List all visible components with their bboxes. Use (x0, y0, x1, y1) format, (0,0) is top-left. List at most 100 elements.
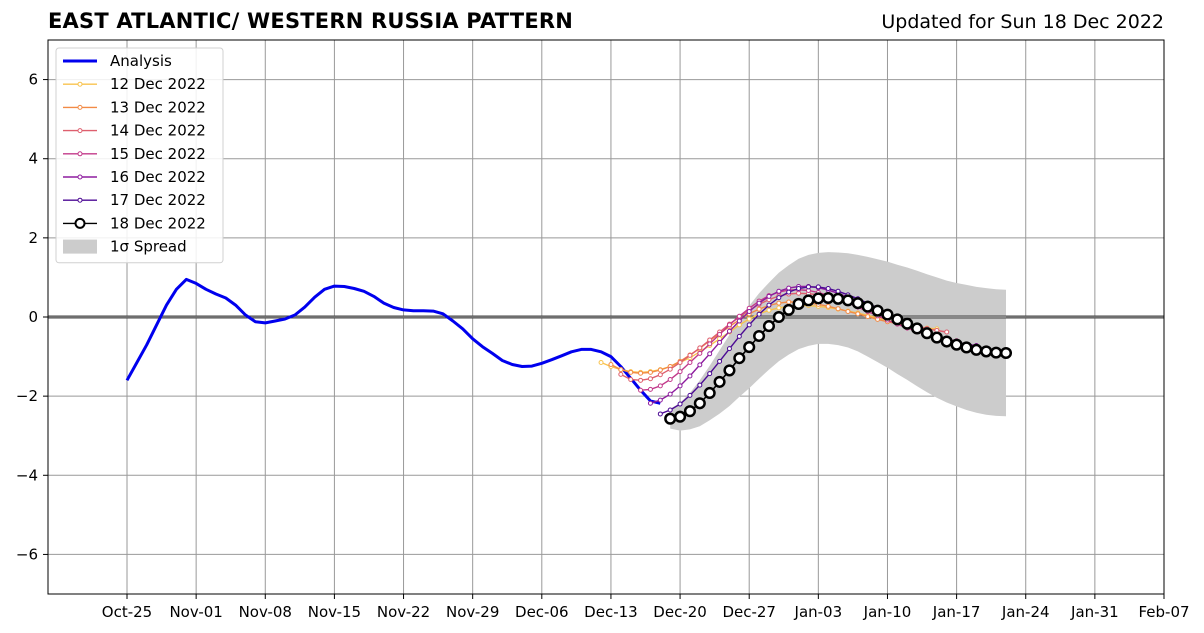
forecast-point (628, 377, 634, 383)
x-tick-label: Feb-07 (1138, 603, 1189, 621)
forecast-point (855, 311, 861, 317)
forecast-point (697, 345, 703, 351)
x-tick-label: Nov-15 (308, 603, 361, 621)
forecast-point (782, 303, 795, 316)
legend-entry: 1σ Spread (63, 238, 187, 256)
forecast-point (657, 383, 663, 389)
forecast-point (657, 411, 663, 417)
y-tick-label: −4 (16, 466, 38, 484)
forecast-point (756, 311, 762, 317)
legend-label: 17 Dec 2022 (110, 191, 206, 209)
legend-label: 14 Dec 2022 (110, 122, 206, 140)
forecast-point (812, 292, 825, 305)
forecast-point (638, 370, 644, 376)
forecast-point (944, 329, 950, 335)
forecast-point (717, 339, 723, 345)
forecast-point (753, 329, 766, 343)
forecast-point (772, 310, 785, 324)
legend-marker (77, 174, 83, 180)
forecast-point (756, 306, 762, 312)
x-tick-label: Oct-25 (102, 603, 152, 621)
legend-entry: 14 Dec 2022 (63, 122, 206, 140)
forecast-point (667, 366, 673, 372)
forecast-point (911, 322, 924, 335)
forecast-point (628, 369, 634, 375)
forecast-point (980, 345, 993, 358)
forecast-point (733, 352, 746, 365)
forecast-point (786, 285, 792, 291)
legend-label: 18 Dec 2022 (110, 214, 206, 232)
forecast-point (726, 346, 732, 352)
x-tick-label: Dec-06 (515, 603, 569, 621)
forecast-point (901, 317, 914, 330)
legend-swatch (63, 239, 97, 254)
forecast-point (683, 405, 696, 418)
forecast-point (825, 286, 831, 292)
forecast-point (743, 341, 756, 354)
forecast-point (960, 341, 973, 354)
forecast-point (930, 331, 943, 344)
forecast-point (746, 322, 752, 328)
forecast-point (687, 352, 693, 358)
forecast-point (667, 391, 673, 397)
forecast-point (990, 346, 1003, 359)
legend-entry: 12 Dec 2022 (63, 75, 206, 93)
x-tick-label: Nov-08 (239, 603, 292, 621)
forecast-point (677, 383, 683, 389)
forecast-point (647, 376, 653, 382)
forecast-point (822, 291, 835, 305)
forecast-point (647, 369, 653, 375)
legend-label: 16 Dec 2022 (110, 168, 206, 186)
analysis-line (125, 277, 661, 405)
forecast-point (776, 295, 782, 301)
x-tick-label: Jan-03 (794, 603, 843, 621)
forecast-point (677, 401, 683, 407)
forecast-point (687, 360, 693, 366)
forecast-point (697, 362, 703, 368)
axes: −6 −4 −2 0 2 4 6 Oct-25 Nov-01 Nov-08 Nov-15 Nov-22… (16, 39, 1190, 621)
forecast-point (638, 377, 644, 383)
chart-title: EAST ATLANTIC/ WESTERN RUSSIA PATTERN (48, 9, 574, 33)
zero-line-layer (48, 315, 1164, 319)
forecast-point (717, 358, 723, 364)
legend-entry: 16 Dec 2022 (63, 168, 206, 186)
forecast-point (638, 387, 644, 393)
forecast-point (608, 361, 614, 367)
legend-label: 15 Dec 2022 (110, 145, 206, 163)
forecast-point (835, 288, 841, 294)
forecast-point (881, 308, 894, 321)
forecast-point (845, 308, 851, 314)
forecast-point (664, 412, 677, 425)
forecast-point (687, 373, 693, 379)
forecast-point (786, 289, 792, 295)
x-tick-label: Nov-01 (169, 603, 222, 621)
legend-box (55, 47, 224, 264)
legend-label: Analysis (110, 52, 172, 70)
forecast-point (647, 386, 653, 392)
forecast-point (841, 294, 855, 307)
forecast-point (776, 288, 782, 294)
legend-marker (77, 81, 83, 87)
forecast-point (871, 304, 884, 317)
forecast-point (746, 308, 752, 314)
forecast-point (697, 350, 703, 356)
forecast-point (756, 300, 762, 306)
forecast-point (736, 313, 742, 319)
y-tick-label: −6 (16, 545, 38, 563)
forecast-point (950, 338, 963, 351)
forecast-point (796, 286, 802, 292)
x-tick-label: Jan-10 (863, 603, 912, 621)
forecast-point (667, 377, 673, 383)
forecast-point (766, 302, 772, 308)
forecast-point (723, 364, 736, 377)
legend-marker (77, 151, 83, 157)
y-tick-label: 4 (28, 150, 38, 168)
forecast-point (766, 293, 772, 299)
forecast-point (736, 322, 742, 328)
x-tick-label: Jan-24 (1001, 603, 1050, 621)
forecast-point (677, 360, 683, 366)
forecast-point (647, 400, 653, 406)
forecast-point (713, 375, 726, 388)
forecast-point (657, 372, 663, 378)
forecast-point (920, 327, 934, 340)
